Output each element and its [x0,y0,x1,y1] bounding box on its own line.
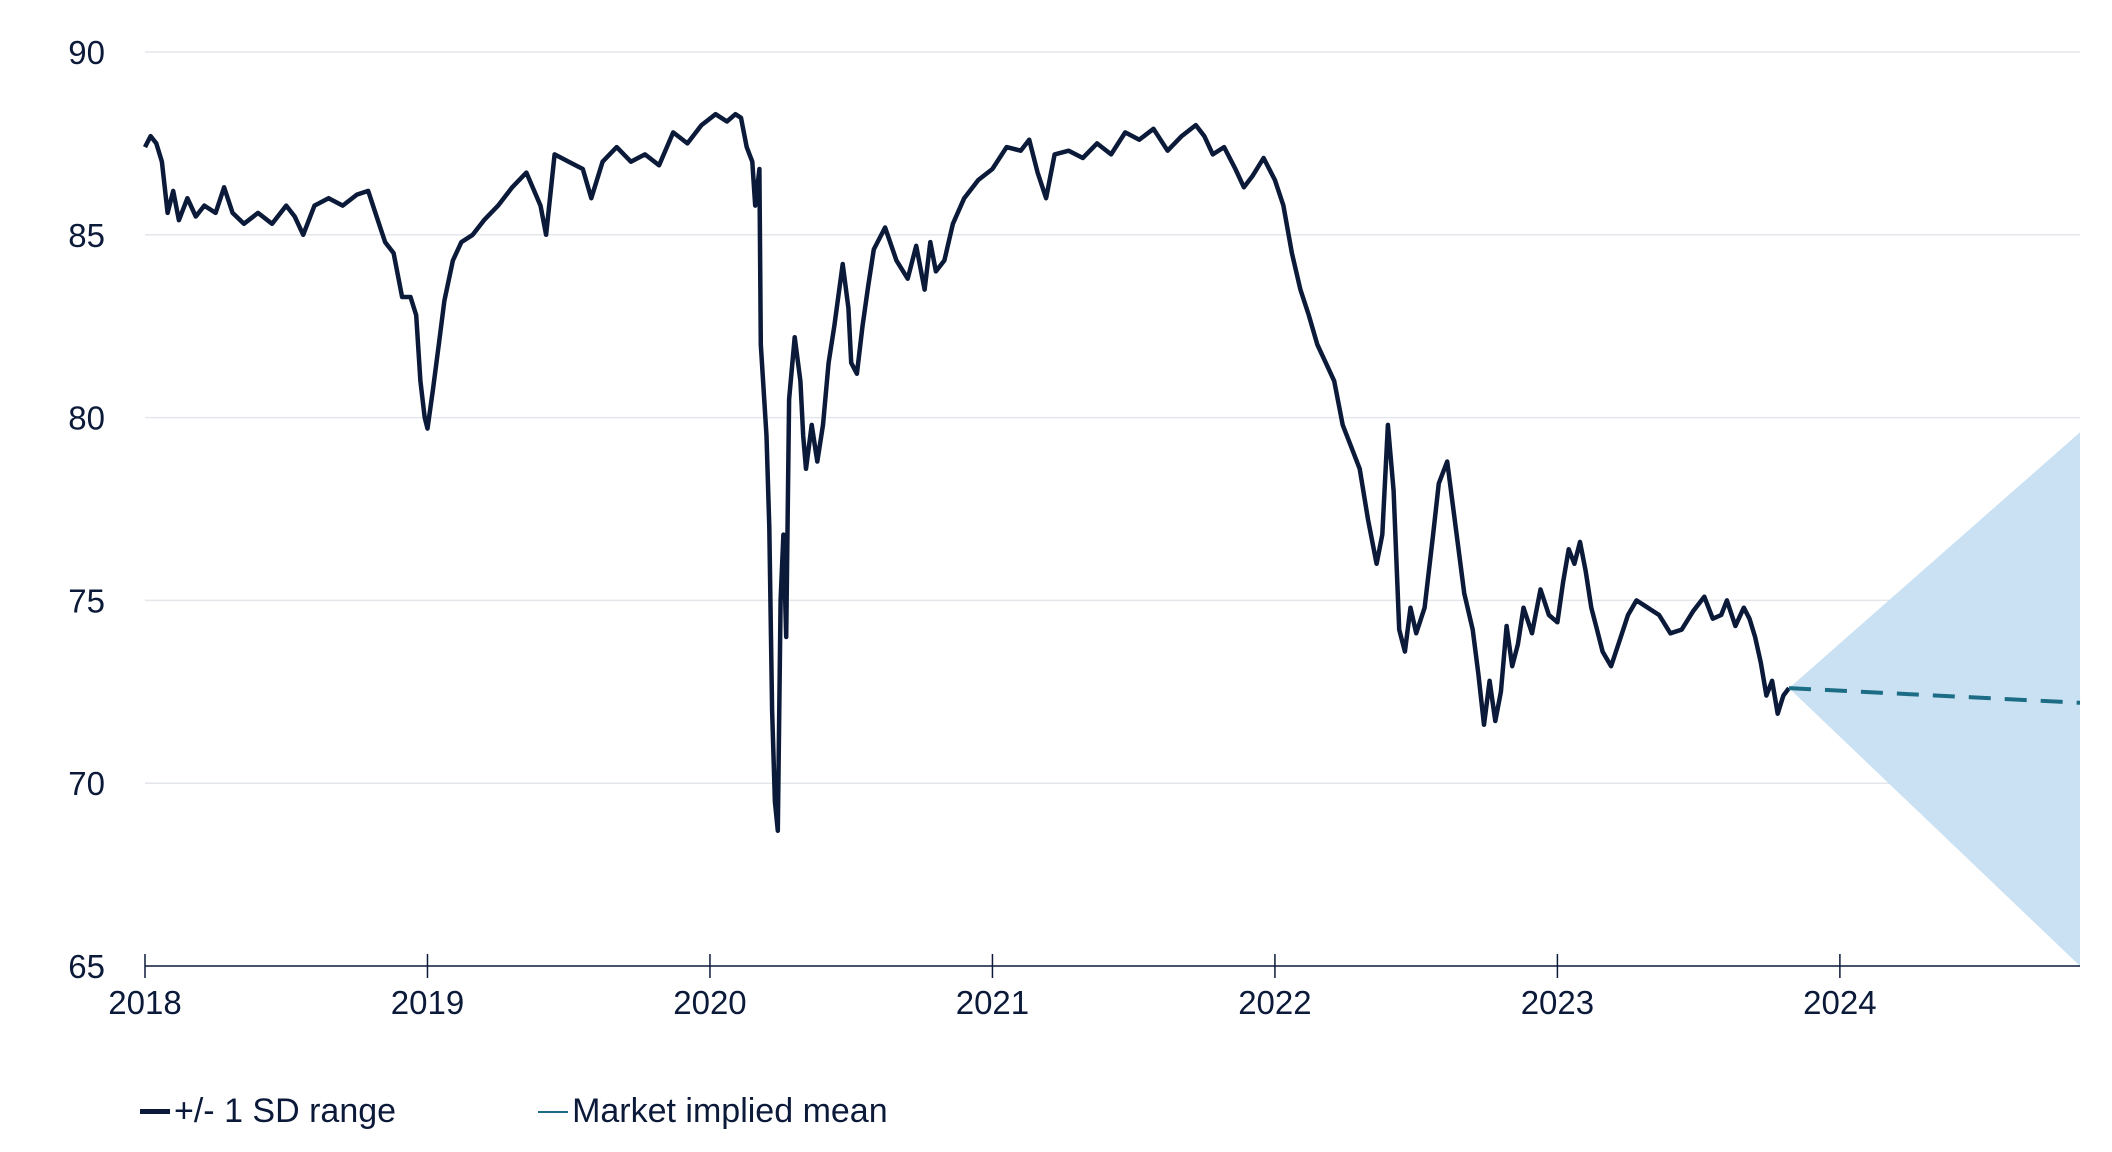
legend: +/- 1 SD range Market implied mean [140,1092,1030,1131]
x-tick-label: 2021 [956,984,1029,1021]
y-tick-label: 70 [68,765,105,802]
x-axis-tick-labels: 2018 2019 2020 2021 2022 2023 2024 [108,984,1876,1021]
x-axis [144,954,2080,978]
market-implied-mean-line [1788,686,2081,705]
y-tick-label: 90 [68,34,105,71]
x-tick-label: 2018 [108,984,181,1021]
y-tick-label: 85 [68,217,105,254]
sd-range-band-shape [1789,432,2080,966]
x-tick-label: 2024 [1803,984,1876,1021]
legend-label: Market implied mean [572,1092,888,1130]
legend-item-implied-mean: Market implied mean [538,1092,888,1131]
legend-swatch-thick-line [140,1109,170,1114]
legend-item-sd-range: +/- 1 SD range [140,1092,396,1131]
grid-lines [145,51,2080,784]
x-tick-label: 2022 [1238,984,1311,1021]
legend-swatch-thin-line [538,1110,569,1113]
sd-range-band [1789,432,2080,966]
y-tick-label: 75 [68,582,105,619]
y-tick-label: 65 [68,948,105,985]
y-tick-label: 80 [68,400,105,437]
x-tick-label: 2020 [673,984,746,1021]
price-series-line [142,111,1791,833]
y-axis-tick-labels: 90 85 80 75 70 65 [68,34,105,985]
series-lines [142,111,2081,833]
legend-label: +/- 1 SD range [174,1092,397,1130]
x-tick-label: 2019 [391,984,464,1021]
x-tick-label: 2023 [1521,984,1594,1021]
